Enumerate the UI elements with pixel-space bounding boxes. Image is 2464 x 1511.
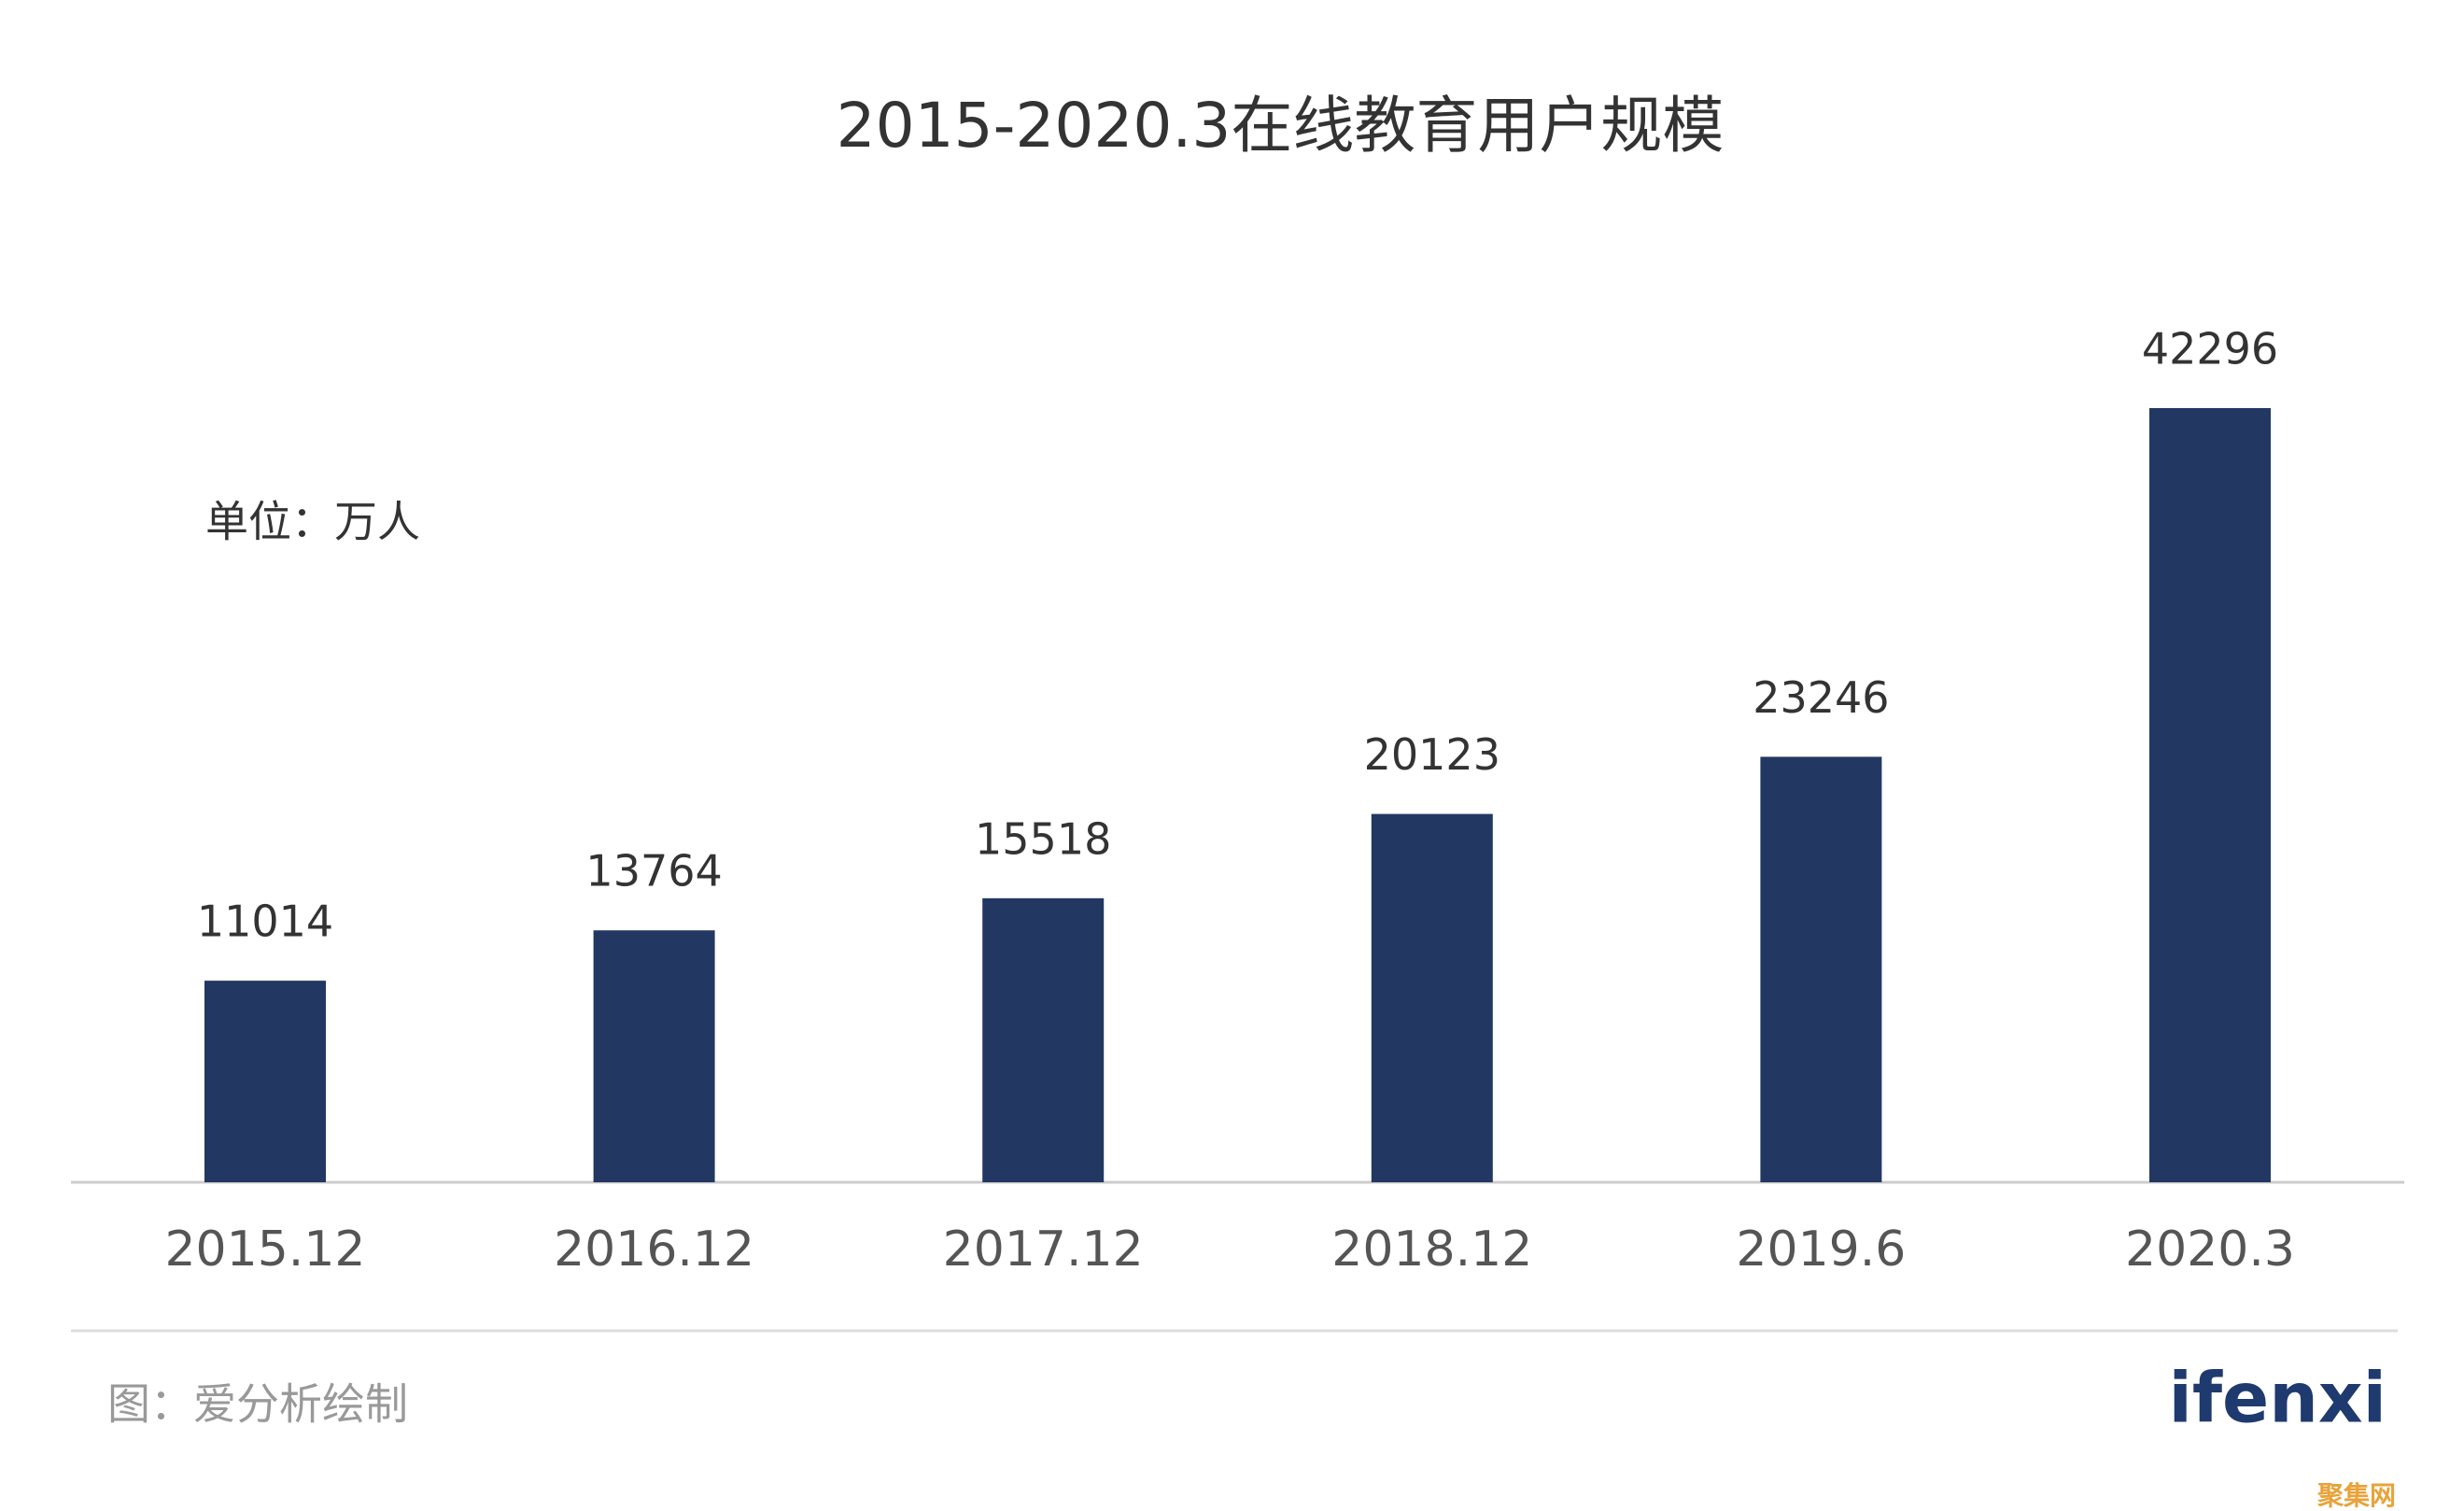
bar [593, 930, 715, 1182]
value-label: 11014 [197, 897, 333, 947]
x-tick-label: 2016.12 [554, 1222, 754, 1278]
bar [2149, 408, 2271, 1182]
watermark: 聚集网 [2316, 1480, 2396, 1511]
chart-title: 2015-2020.3在线教育用户规模 [837, 90, 1725, 162]
source-note: 图：爱分析绘制 [107, 1379, 408, 1430]
x-tick-label: 2018.12 [1331, 1222, 1532, 1278]
bar [1760, 756, 1882, 1182]
x-tick-label: 2017.12 [943, 1222, 1144, 1278]
x-tick-label: 2020.3 [2125, 1222, 2295, 1278]
bar [204, 981, 326, 1182]
unit-label: 单位：万人 [205, 497, 420, 547]
value-label: 15518 [975, 813, 1111, 864]
value-label: 20123 [1364, 729, 1500, 780]
x-tick-label: 2015.12 [164, 1222, 365, 1278]
bar [982, 897, 1105, 1182]
value-label: 13764 [585, 846, 722, 897]
bar [1371, 813, 1493, 1182]
value-label: 42296 [2142, 324, 2278, 374]
logo: ifenxi [2168, 1359, 2387, 1439]
x-tick-label: 2019.6 [1736, 1222, 1906, 1278]
value-label: 23246 [1753, 672, 1889, 723]
